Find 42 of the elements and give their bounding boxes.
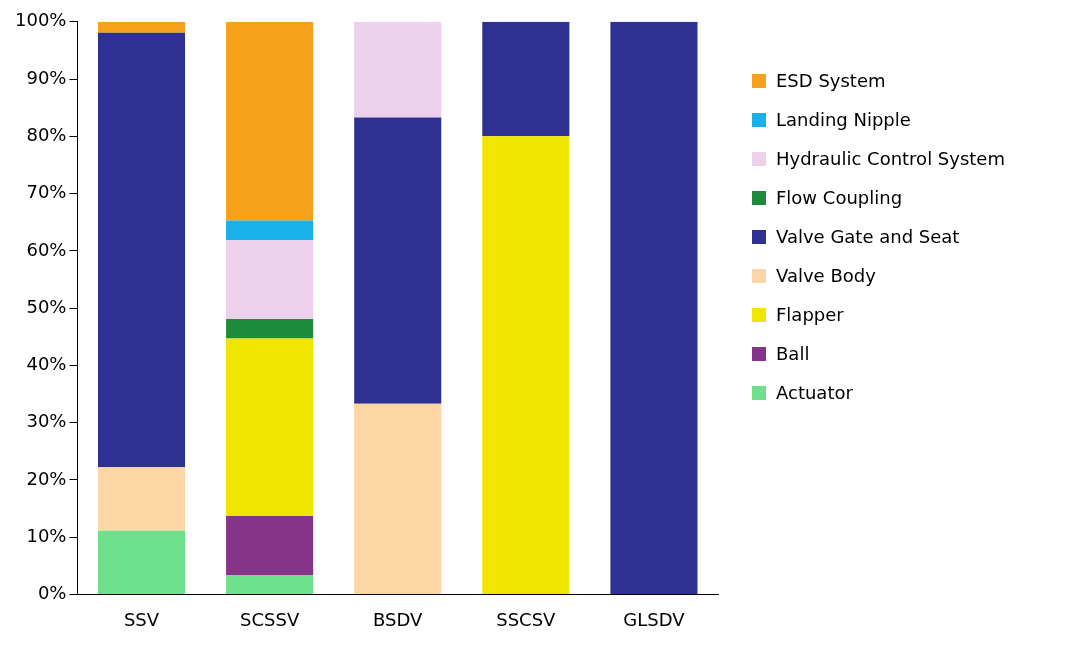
bar: [610, 21, 698, 594]
y-tick-label: 0%: [37, 582, 67, 604]
x-tick-label: BSDV: [373, 608, 424, 630]
bar: [482, 136, 570, 594]
legend-label: Landing Nipple: [776, 109, 911, 130]
legend-label: Flapper: [776, 304, 844, 325]
bar: [482, 21, 570, 137]
legend-label: ESD System: [776, 70, 886, 91]
y-tick-label: 100%: [14, 9, 67, 31]
x-tick-label: GLSDV: [623, 608, 686, 630]
x-tick-label: SCSSV: [240, 608, 300, 630]
bar: [226, 338, 314, 516]
legend-label: Actuator: [776, 382, 853, 403]
y-tick-label: 50%: [26, 295, 67, 317]
bar: [97, 467, 186, 531]
y-tick-label: 10%: [26, 524, 67, 546]
bar: [354, 403, 442, 594]
bar: [354, 117, 442, 404]
bar: [226, 574, 314, 594]
bar: [226, 515, 314, 575]
x-tick-label: SSV: [123, 608, 160, 630]
bar: [226, 21, 314, 221]
bar: [226, 318, 314, 339]
bar: [97, 32, 186, 468]
bar: [354, 21, 442, 118]
y-tick-label: 70%: [26, 181, 67, 203]
y-tick-label: 90%: [26, 66, 67, 88]
y-tick-label: 30%: [26, 410, 67, 432]
y-tick-label: 60%: [26, 238, 67, 260]
bar: [97, 530, 186, 594]
x-tick-label: SSCSV: [496, 608, 557, 630]
legend-label: Valve Gate and Seat: [776, 226, 960, 247]
bar: [226, 239, 314, 319]
legend-label: Valve Body: [776, 265, 876, 286]
y-tick-label: 80%: [26, 123, 67, 145]
bar: [97, 21, 186, 33]
legend-label: Hydraulic Control System: [776, 148, 1005, 169]
y-tick-label: 40%: [26, 353, 67, 375]
y-tick-label: 20%: [26, 467, 67, 489]
legend-label: Flow Coupling: [776, 187, 903, 208]
legend-label: Ball: [776, 343, 810, 364]
bar: [226, 220, 314, 240]
